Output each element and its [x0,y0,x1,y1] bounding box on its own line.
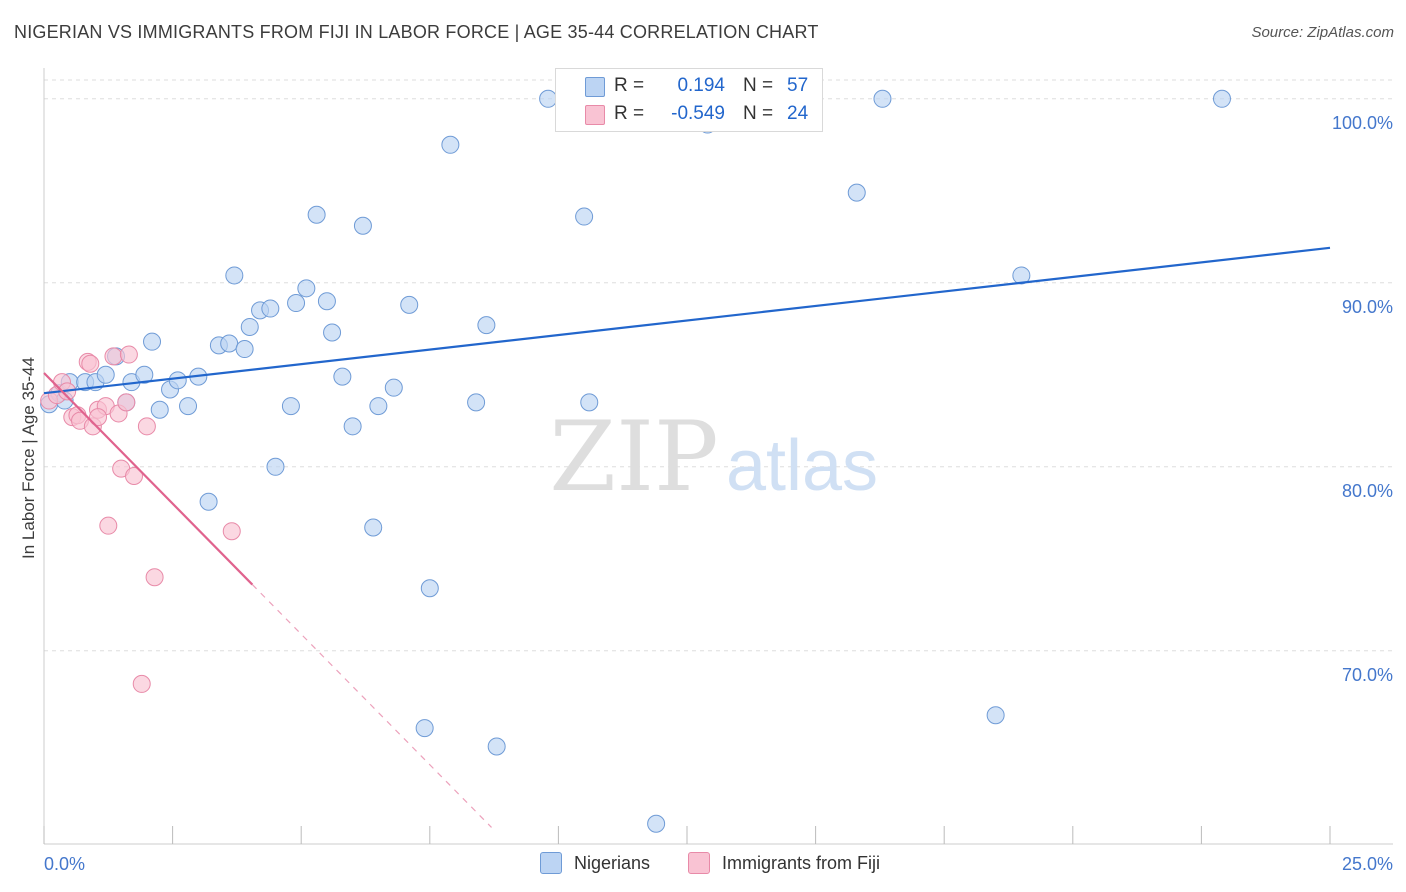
nigerian-point [647,814,666,833]
trendline-fiji-extension [251,584,492,828]
legend-swatch-nigerians [585,77,605,97]
nigerian-point [487,737,506,756]
nigerian-point [873,89,892,108]
grid-lines [44,79,1393,652]
nigerian-point [96,365,115,384]
nigerian-point [135,365,154,384]
nigerian-point [384,378,403,397]
nigerian-point [323,323,342,342]
source-credit: Source: ZipAtlas.com [1251,24,1394,41]
stats-legend: R = 0.194 N = 57 R = -0.549 N = 24 [555,68,823,132]
nigerian-point [986,706,1005,725]
legend-swatch-nigerians [540,852,562,874]
nigerian-point [297,279,316,298]
fiji-point [89,408,108,427]
legend-n-label: N = [743,103,774,124]
nigerian-point [261,299,280,318]
nigerian-point [220,334,239,353]
axes [43,68,1393,845]
fiji-point [145,568,164,587]
x-tick-label-max: 25.0% [1342,854,1393,874]
legend-r-label: R = [614,103,645,124]
nigerian-point [847,183,866,202]
tick-labels: 70.0% 80.0% 90.0% 100.0% 0.0% 25.0% [44,113,1393,874]
legend-swatch-fiji [585,105,605,125]
watermark-zip: ZIP [549,401,718,513]
nigerian-point [364,518,383,537]
nigerian-point [369,397,388,416]
fiji-point [222,522,241,541]
fiji-point [125,467,144,485]
nigerian-point [266,457,285,476]
nigerian-point [467,393,486,412]
nigerian-point [179,397,198,416]
nigerian-point [1212,89,1231,108]
legend-r-label: R = [614,75,645,96]
fiji-point [137,417,156,436]
data-points [40,89,1231,833]
nigerian-point [143,332,162,351]
fiji-point [99,516,118,535]
legend-item-fiji[interactable]: Immigrants from Fiji [688,852,880,874]
nigerian-point [415,719,434,738]
nigerian-point [333,367,352,386]
nigerian-point [420,579,439,598]
nigerian-point [441,135,460,154]
nigerian-point [168,371,187,390]
legend-r-value-nigerians: 0.194 [677,75,725,96]
fiji-point [117,393,136,412]
nigerian-point [343,417,362,436]
fiji-point [132,674,151,693]
nigerian-point [307,205,326,224]
watermark-atlas: atlas [726,426,878,506]
trend-lines [43,246,1331,828]
nigerian-point [477,316,496,335]
nigerian-point [235,340,254,359]
watermark: ZIP atlas [549,401,878,513]
y-tick-label: 80.0% [1342,481,1393,501]
nigerian-point [150,400,169,419]
nigerian-point [317,292,336,311]
nigerian-point [240,317,259,336]
nigerian-point [287,294,306,313]
legend-item-nigerians[interactable]: Nigerians [540,852,650,874]
nigerian-point [281,397,300,416]
nigerian-point [575,207,594,226]
x-tick-label-min: 0.0% [44,854,85,874]
fiji-point [119,345,138,364]
legend-n-label: N = [743,75,774,96]
y-tick-label: 70.0% [1342,665,1393,685]
nigerian-point [225,266,244,285]
nigerian-point [353,216,372,235]
nigerian-point [400,295,419,314]
nigerian-point [199,492,218,511]
chart-title: NIGERIAN VS IMMIGRANTS FROM FIJI IN LABO… [14,22,819,42]
legend-n-value-nigerians: 57 [787,75,809,96]
y-tick-label: 100.0% [1332,113,1393,133]
y-tick-label: 90.0% [1342,297,1393,317]
legend-n-value-fiji: 24 [787,103,809,124]
trendline-fiji [43,372,254,586]
legend-label-fiji: Immigrants from Fiji [722,852,881,873]
nigerian-point [1012,266,1031,285]
fiji-point [81,354,100,373]
trendline-nigerians [43,246,1331,395]
nigerian-point [580,393,599,412]
legend-swatch-fiji [688,852,710,874]
fiji-point [104,347,123,366]
legend-r-value-fiji: -0.549 [671,103,725,124]
legend-label-nigerians: Nigerians [574,852,651,873]
